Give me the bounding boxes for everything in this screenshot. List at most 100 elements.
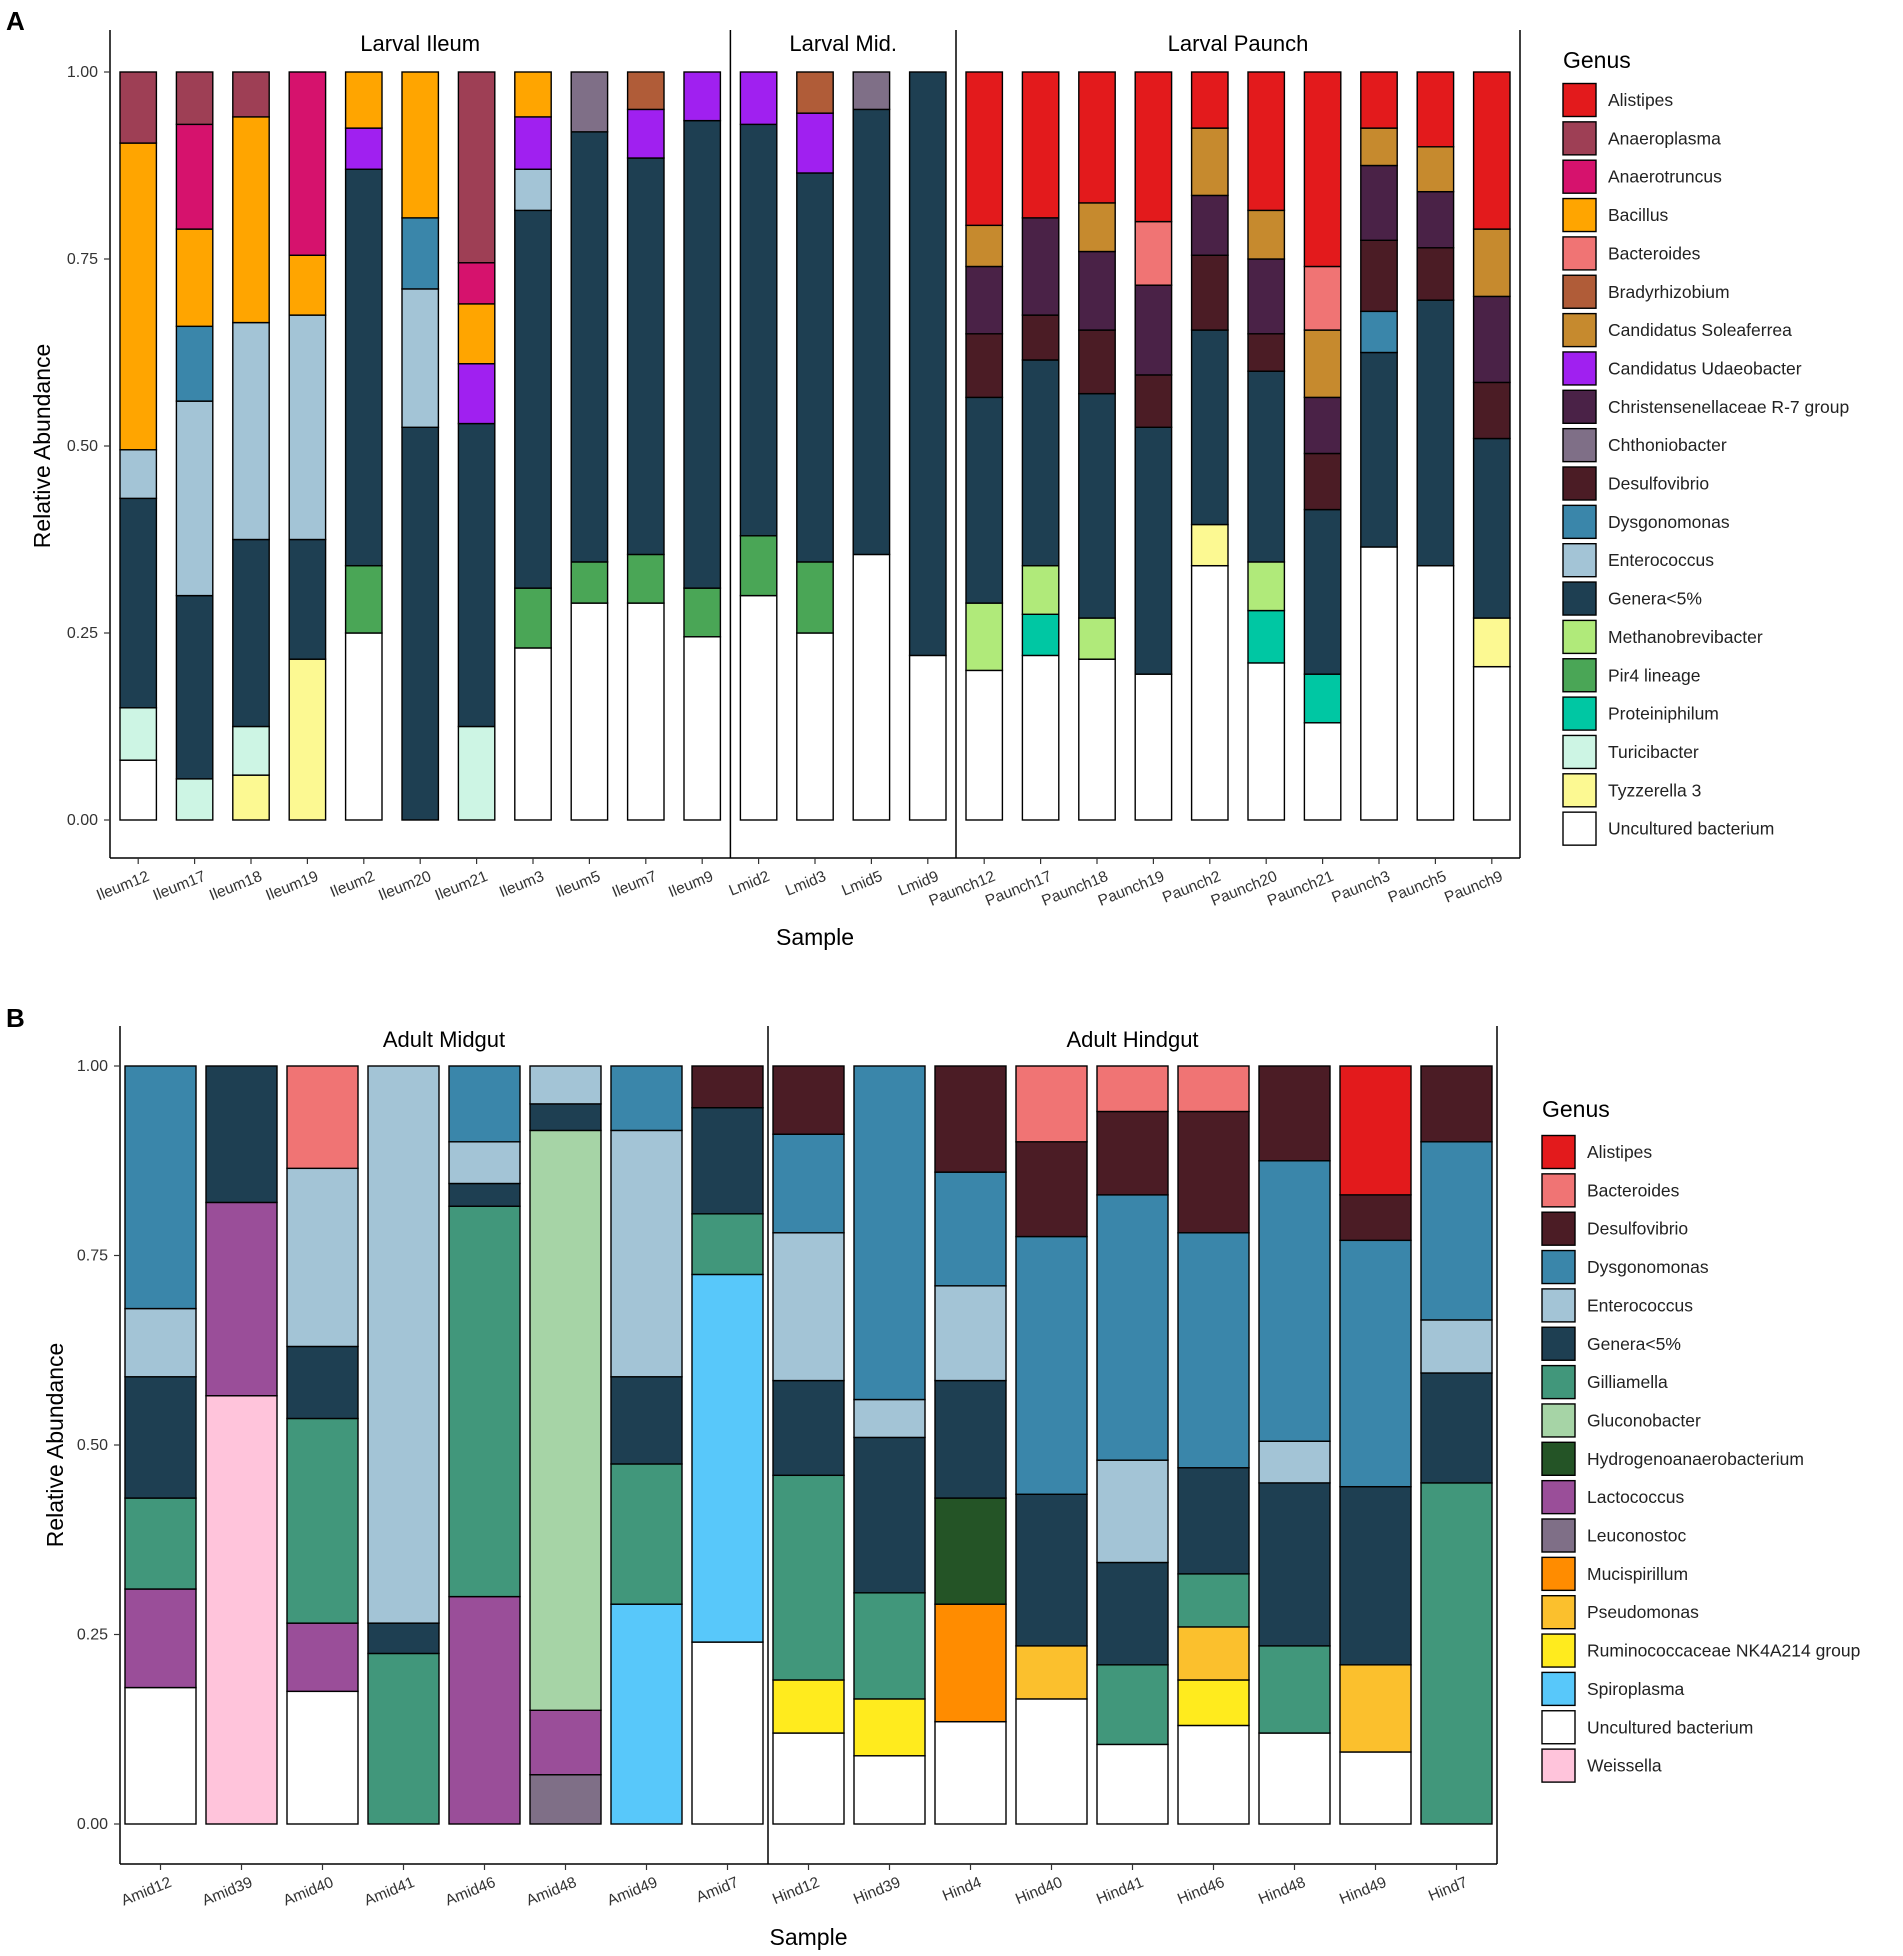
bar-segment-lmid2-genera-5 <box>739 123 778 537</box>
xtick-label-ileum9: Ileum9 <box>666 868 716 901</box>
bar-segment-amid7-spiroplasma <box>691 1273 764 1643</box>
bar-segment-hind46-bacteroides <box>1177 1065 1250 1113</box>
bar-segment-paunch2-genera-5 <box>1190 329 1229 526</box>
bar-segment-ileum18-turicibacter <box>232 725 270 776</box>
bar-segment-amid12-enterococcus <box>124 1307 197 1378</box>
legend-swatch-bacteroides <box>1562 236 1597 271</box>
panel-a-ytick-label: 0.50 <box>67 438 98 455</box>
bar-segment-hind49-dysgonomonas <box>1339 1239 1412 1488</box>
xtick-label-lmid3: Lmid3 <box>783 868 829 900</box>
bar-segment-ileum2-genera-5 <box>344 168 383 567</box>
bar-segment-paunch19-genera-5 <box>1134 426 1173 675</box>
bar-segment-ileum17-anaeroplasma <box>175 71 214 126</box>
legend-label-weissella: Weissella <box>1587 1756 1662 1776</box>
panel-a-label: A <box>6 6 25 36</box>
legend-swatch-genera-5 <box>1541 1326 1576 1361</box>
bar-segment-hind4-enterococcus <box>934 1285 1007 1382</box>
bar-segment-ileum12-anaeroplasma <box>119 71 158 144</box>
bar-segment-amid40-gilliamella <box>286 1417 359 1624</box>
legend-label-candidatus-udaeobacter: Candidatus Udaeobacter <box>1608 358 1802 378</box>
bar-segment-lmid2-uncultured-bacterium <box>739 594 778 821</box>
legend-label-bacteroides: Bacteroides <box>1587 1180 1680 1200</box>
legend-swatch-hydrogenoanaerobacterium <box>1541 1441 1576 1477</box>
xtick-label-amid41: Amid41 <box>362 1874 417 1909</box>
bar-segment-ileum12-uncultured-bacterium <box>119 759 158 821</box>
bar-segment-ileum21-bacillus <box>457 303 496 365</box>
bar-segment-paunch9-candidatus-soleaferrea <box>1472 228 1511 298</box>
bar-segment-hind4-dysgonomonas <box>934 1171 1007 1287</box>
xtick-label-hind49: Hind49 <box>1337 1874 1389 1908</box>
bar-segment-ileum19-anaerotruncus <box>288 71 327 256</box>
bar-segment-paunch17-christensenellaceae-r-7-group <box>1021 217 1060 316</box>
bar-segment-ileum21-anaeroplasma <box>457 71 496 264</box>
bar-segment-ileum3-enterococcus <box>514 168 552 212</box>
legend-swatch-bacteroides <box>1541 1173 1576 1208</box>
bar-segment-lmid9-uncultured-bacterium <box>908 654 947 821</box>
xtick-label-lmid5: Lmid5 <box>839 868 885 900</box>
bar-segment-ileum18-tyzzerella-3 <box>232 774 270 821</box>
bar-segment-amid46-dysgonomonas <box>448 1065 521 1143</box>
legend-swatch-lactococcus <box>1541 1479 1576 1515</box>
bar-segment-hind46-dysgonomonas <box>1177 1232 1250 1469</box>
bar-segment-paunch17-methanobrevibacter <box>1021 564 1060 615</box>
bar-segment-ileum19-genera-5 <box>288 538 327 660</box>
legend-label-pseudomonas: Pseudomonas <box>1587 1602 1699 1622</box>
bar-segment-amid46-lactococcus <box>448 1595 521 1825</box>
bar-segment-ileum12-bacillus <box>119 142 158 451</box>
bar-segment-hind41-desulfovibrio <box>1096 1110 1169 1196</box>
panel-b-legend-title: Genus <box>1542 1096 1610 1122</box>
bar-segment-hind4-hydrogenoanaerobacterium <box>934 1497 1007 1605</box>
legend-label-uncultured-bacterium: Uncultured bacterium <box>1608 819 1774 839</box>
panel-b-label: B <box>6 1003 25 1033</box>
legend-swatch-alistipes <box>1541 1134 1576 1170</box>
bar-segment-amid40-uncultured-bacterium <box>286 1690 359 1825</box>
xtick-label-ileum21: Ileum21 <box>433 868 491 904</box>
panel-a-ytick-label: 0.25 <box>67 625 98 642</box>
legend-label-chthoniobacter: Chthoniobacter <box>1608 435 1727 455</box>
bar-segment-paunch3-desulfovibrio <box>1360 239 1398 313</box>
legend-swatch-anaerotruncus <box>1562 159 1597 194</box>
bar-segment-hind12-gilliamella <box>772 1474 845 1681</box>
legend-label-mucispirillum: Mucispirillum <box>1587 1564 1688 1584</box>
xtick-label-amid39: Amid39 <box>200 1874 255 1909</box>
panel-a-y-axis-title: Relative Abundance <box>29 344 55 549</box>
bar-segment-paunch18-methanobrevibacter <box>1078 617 1116 660</box>
bar-segment-ileum20-enterococcus <box>401 288 440 429</box>
bar-segment-hind49-desulfovibrio <box>1339 1194 1412 1242</box>
legend-swatch-methanobrevibacter <box>1562 619 1597 655</box>
legend-label-bradyrhizobium: Bradyrhizobium <box>1608 282 1730 302</box>
bar-segment-paunch19-desulfovibrio <box>1134 374 1173 429</box>
bar-segment-hind4-desulfovibrio <box>934 1065 1007 1173</box>
legend-swatch-proteiniphilum <box>1562 696 1597 731</box>
xtick-label-hind4: Hind4 <box>940 1874 984 1905</box>
bar-segment-hind48-genera-5 <box>1258 1482 1331 1647</box>
bar-segment-paunch20-uncultured-bacterium <box>1247 662 1286 821</box>
bar-segment-hind12-enterococcus <box>772 1232 845 1382</box>
bar-segment-lmid5-chthoniobacter <box>852 71 891 111</box>
bar-segment-paunch12-desulfovibrio <box>965 333 1004 399</box>
bar-segment-hind48-enterococcus <box>1258 1440 1331 1484</box>
bar-segment-hind4-mucispirillum <box>934 1603 1007 1723</box>
bar-segment-ileum7-uncultured-bacterium <box>626 602 665 821</box>
bar-segment-paunch5-alistipes <box>1416 71 1455 148</box>
bar-segment-paunch2-christensenellaceae-r-7-group <box>1190 194 1229 256</box>
legend-label-hydrogenoanaerobacterium: Hydrogenoanaerobacterium <box>1587 1449 1804 1469</box>
bar-segment-lmid3-bradyrhizobium <box>796 71 834 114</box>
bar-segment-paunch20-alistipes <box>1247 71 1286 212</box>
bar-segment-ileum2-pir4-lineage <box>344 564 383 634</box>
legend-swatch-gilliamella <box>1541 1364 1576 1400</box>
bar-segment-hind39-gilliamella <box>853 1592 926 1700</box>
legend-swatch-christensenellaceae-r-7-group <box>1562 389 1597 424</box>
bar-segment-hind41-bacteroides <box>1096 1065 1169 1113</box>
bar-segment-hind46-desulfovibrio <box>1177 1110 1250 1234</box>
legend-swatch-bradyrhizobium <box>1562 274 1597 309</box>
bar-segment-paunch21-uncultured-bacterium <box>1303 722 1342 821</box>
bar-segment-paunch19-alistipes <box>1134 71 1173 223</box>
bar-segment-paunch19-uncultured-bacterium <box>1134 673 1173 821</box>
bar-segment-hind7-desulfovibrio <box>1420 1065 1493 1143</box>
panel-b-facet-title: Adult Hindgut <box>1066 1027 1198 1052</box>
bar-segment-ileum2-bacillus <box>344 71 383 129</box>
panel-a-ytick-label: 0.75 <box>67 251 98 268</box>
bar-segment-paunch20-genera-5 <box>1247 370 1286 563</box>
bar-segment-paunch2-candidatus-soleaferrea <box>1190 127 1229 197</box>
